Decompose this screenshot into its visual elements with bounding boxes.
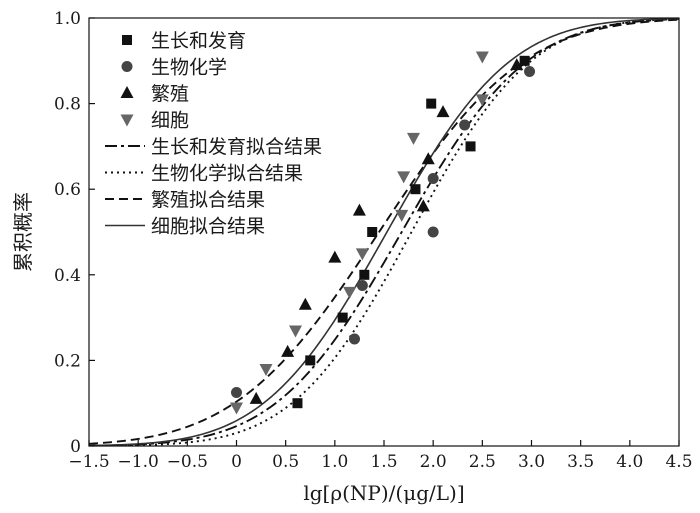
x-tick-label-10: 3.5 <box>567 452 594 472</box>
legend-marker-3 <box>120 114 134 127</box>
data-point-s1-5 <box>459 119 471 131</box>
data-point-s1-0 <box>231 387 242 398</box>
data-point-s2-1 <box>281 344 295 357</box>
x-tick-label-3: 0 <box>231 452 242 472</box>
y-axis-label: 累积概率 <box>11 192 35 272</box>
data-point-s3-0 <box>230 402 243 415</box>
legend-marker-1 <box>121 61 133 72</box>
data-point-s0-3 <box>359 269 370 280</box>
x-tick-label-7: 2.0 <box>420 452 447 472</box>
data-point-s1-1 <box>349 333 360 345</box>
data-point-s2-5 <box>416 199 430 212</box>
data-point-s1-6 <box>524 66 536 77</box>
data-point-s3-4 <box>355 248 369 261</box>
data-point-s2-2 <box>298 297 312 310</box>
x-tick-label-6: 1.5 <box>370 452 397 472</box>
data-point-s0-2 <box>337 312 348 323</box>
data-point-s2-3 <box>328 250 342 263</box>
legend-label-3: 细胞 <box>151 110 189 132</box>
data-point-s2-7 <box>436 105 450 118</box>
data-point-s0-6 <box>426 98 437 109</box>
data-point-s3-7 <box>407 132 420 145</box>
data-point-s0-1 <box>305 355 316 366</box>
x-tick-label-11: 4.0 <box>616 452 643 472</box>
fit-curve-2 <box>89 18 679 445</box>
x-tick-label-1: −1.0 <box>118 452 159 472</box>
fit-curve-3 <box>89 18 679 446</box>
data-point-s3-5 <box>395 209 409 222</box>
y-tick-label-0: 0 <box>70 437 81 457</box>
legend: 生长和发育生物化学繁殖细胞生长和发育拟合结果生物化学拟合结果繁殖拟合结果细胞拟合… <box>105 30 322 238</box>
x-axis-label: lg[ρ(NP)/(μg/L)] <box>303 481 464 505</box>
legend-marker-2 <box>120 86 134 98</box>
y-tick-label-1: 0.2 <box>54 351 81 371</box>
legend-label-1: 生物化学 <box>151 57 227 79</box>
fit-curves <box>89 18 679 446</box>
data-point-s2-0 <box>249 391 263 404</box>
data-point-s0-8 <box>519 55 530 66</box>
legend-marker-0 <box>122 35 132 45</box>
legend-fit-label-0: 生长和发育拟合结果 <box>151 136 322 158</box>
legend-label-0: 生长和发育 <box>151 30 246 52</box>
legend-fit-label-3: 细胞拟合结果 <box>151 216 265 238</box>
data-point-s3-2 <box>289 325 302 338</box>
data-point-s1-3 <box>427 226 439 238</box>
x-tick-label-9: 3.0 <box>518 452 545 472</box>
data-point-s2-4 <box>352 203 366 216</box>
x-tick-label-0: −1.5 <box>68 452 109 472</box>
legend-fit-label-2: 繁殖拟合结果 <box>151 189 265 211</box>
data-point-s3-8 <box>475 94 489 107</box>
y-tick-label-4: 0.8 <box>54 95 81 115</box>
axis-ticks: −1.5 −1.0 −0.5 0 0.5 1.0 1.5 2.0 2.5 3.0 3.5 4.0 4.5… <box>54 9 693 472</box>
data-point-s2-6 <box>421 152 435 165</box>
data-point-s3-3 <box>343 286 357 299</box>
fit-curve-0 <box>89 18 679 446</box>
y-tick-label-3: 0.6 <box>54 180 81 200</box>
x-tick-label-4: 0.5 <box>272 452 299 472</box>
x-tick-label-5: 1.0 <box>321 452 348 472</box>
x-tick-label-12: 4.5 <box>665 452 692 472</box>
data-point-s2-8 <box>510 58 524 71</box>
data-points <box>230 51 536 415</box>
data-point-s0-0 <box>292 398 303 409</box>
data-point-s3-1 <box>259 363 273 376</box>
y-tick-label-2: 0.4 <box>54 266 81 286</box>
data-point-s1-2 <box>356 280 368 291</box>
data-point-s0-5 <box>410 184 421 195</box>
x-tick-label-2: −0.5 <box>167 452 208 472</box>
legend-label-2: 繁殖 <box>151 83 189 105</box>
data-point-s1-4 <box>427 173 439 184</box>
data-point-s3-9 <box>475 51 489 64</box>
x-tick-label-8: 2.5 <box>469 452 496 472</box>
data-point-s0-4 <box>367 227 378 237</box>
legend-fit-label-1: 生物化学拟合结果 <box>151 163 303 185</box>
data-point-s3-6 <box>397 171 411 184</box>
data-point-s0-7 <box>465 141 476 152</box>
y-tick-label-5: 1.0 <box>54 9 81 29</box>
